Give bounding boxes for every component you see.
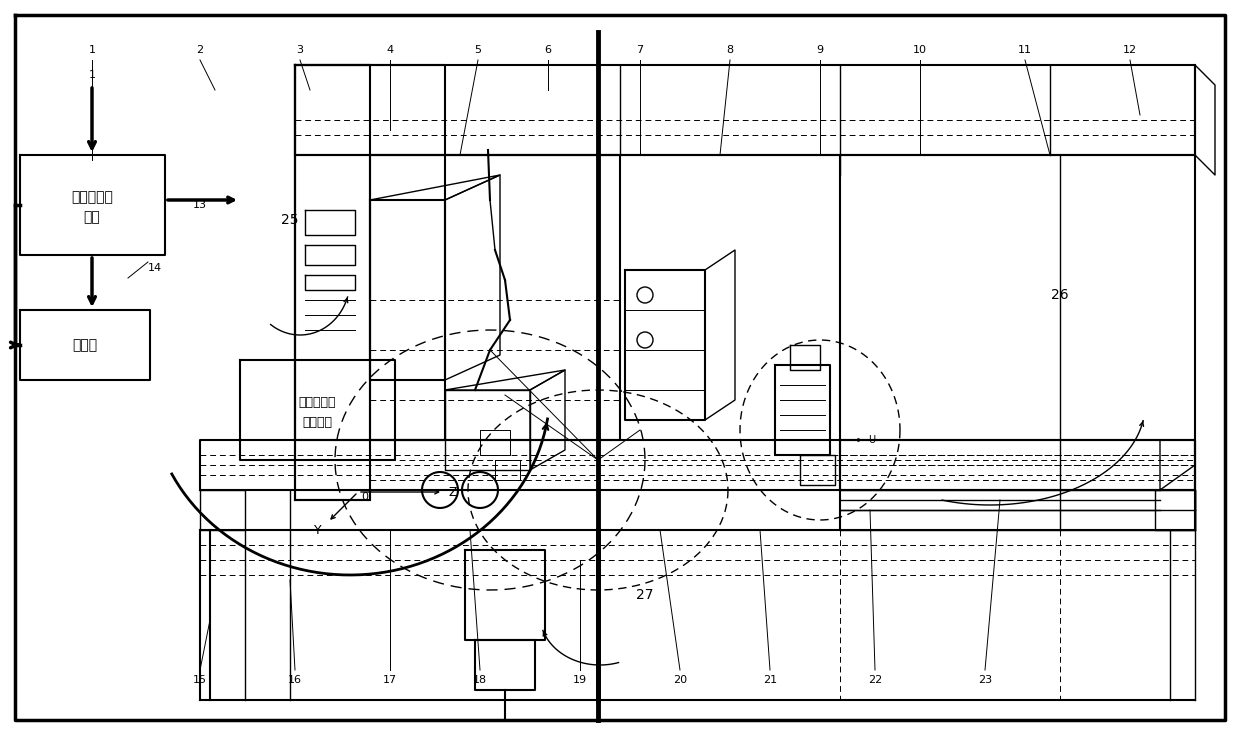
Text: 10: 10: [913, 45, 928, 55]
Text: 17: 17: [383, 675, 397, 685]
Text: Z: Z: [449, 485, 458, 498]
Text: 3: 3: [296, 45, 304, 55]
Text: 9: 9: [816, 45, 823, 55]
Text: 7: 7: [636, 45, 644, 55]
Text: 26: 26: [1052, 288, 1069, 302]
Text: 0: 0: [362, 492, 368, 502]
Text: Y: Y: [314, 523, 322, 537]
Text: 22: 22: [868, 675, 882, 685]
Text: 1: 1: [88, 45, 95, 55]
Text: 14: 14: [148, 263, 162, 273]
Text: 12: 12: [1123, 45, 1137, 55]
Polygon shape: [295, 65, 370, 500]
Polygon shape: [370, 200, 445, 380]
Polygon shape: [295, 65, 1195, 155]
Text: 6: 6: [544, 45, 552, 55]
Text: 19: 19: [573, 675, 587, 685]
Text: 11: 11: [1018, 45, 1032, 55]
Text: U: U: [868, 435, 875, 445]
Polygon shape: [200, 440, 1195, 490]
Polygon shape: [200, 490, 246, 530]
Text: 25: 25: [281, 213, 299, 227]
Polygon shape: [775, 365, 830, 455]
Text: 5: 5: [475, 45, 481, 55]
Text: 理器: 理器: [83, 210, 100, 224]
Text: 2: 2: [196, 45, 203, 55]
Text: 1: 1: [88, 70, 95, 80]
Text: 23: 23: [978, 675, 992, 685]
Text: 21: 21: [763, 675, 777, 685]
Text: 图像数据处: 图像数据处: [71, 190, 113, 204]
Text: 13: 13: [193, 200, 207, 210]
Text: 4: 4: [387, 45, 393, 55]
Text: 数调整器: 数调整器: [303, 416, 332, 428]
Text: 20: 20: [673, 675, 687, 685]
Text: 18: 18: [472, 675, 487, 685]
Text: 控制器: 控制器: [72, 338, 98, 352]
Text: 27: 27: [636, 588, 653, 602]
Polygon shape: [370, 155, 620, 440]
Polygon shape: [445, 390, 529, 470]
Text: 16: 16: [288, 675, 303, 685]
Text: 8: 8: [727, 45, 734, 55]
Text: 15: 15: [193, 675, 207, 685]
Text: 焊接工艺参: 焊接工艺参: [299, 395, 336, 408]
Polygon shape: [625, 270, 706, 420]
